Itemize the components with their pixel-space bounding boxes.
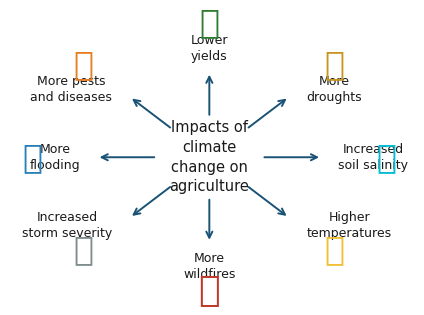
Text: Lower
yields: Lower yields: [190, 34, 228, 63]
Text: 🧂: 🧂: [376, 141, 396, 174]
Text: 🐛: 🐛: [74, 49, 94, 82]
Text: 🌿: 🌿: [199, 7, 219, 39]
Text: More
droughts: More droughts: [307, 75, 363, 104]
Text: 🔥: 🔥: [198, 274, 220, 308]
Text: More
wildfires: More wildfires: [183, 252, 235, 281]
Text: More
flooding: More flooding: [30, 143, 81, 172]
Text: Higher
temperatures: Higher temperatures: [307, 210, 392, 239]
Text: 🌊: 🌊: [22, 141, 42, 174]
Text: ⛈: ⛈: [74, 233, 94, 266]
Text: 🌡: 🌡: [325, 233, 345, 266]
Text: Increased
soil salinity: Increased soil salinity: [338, 143, 408, 172]
Text: Increased
storm severity: Increased storm severity: [22, 210, 112, 239]
Text: Impacts of
climate
change on
agriculture: Impacts of climate change on agriculture: [170, 120, 249, 194]
Text: More pests
and diseases: More pests and diseases: [30, 75, 112, 104]
Text: 🌵: 🌵: [325, 49, 345, 82]
